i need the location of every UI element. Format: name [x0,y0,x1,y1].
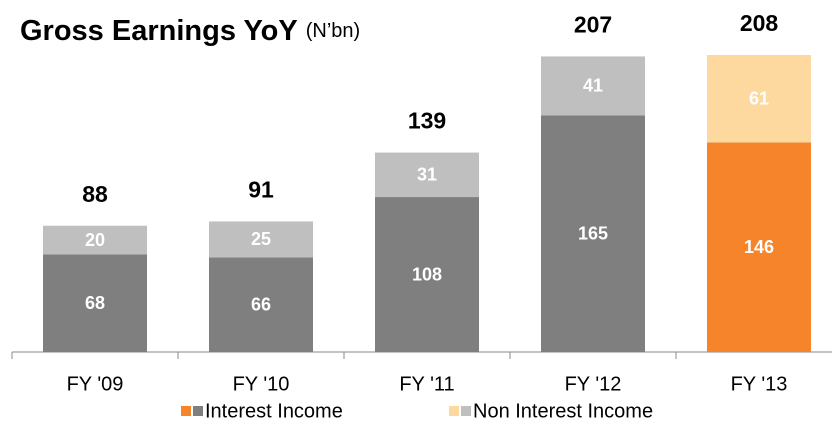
legend-label: Interest Income [205,400,343,422]
bar-segment [209,257,313,352]
total-label: 91 [248,177,274,203]
total-label: 207 [574,12,612,38]
x-tick-label: FY '11 [399,373,454,395]
total-label: 208 [740,10,779,36]
legend-swatch [181,406,191,416]
chart-title: Gross Earnings YoY (N’bn) [20,15,360,47]
legend-swatch [449,406,459,416]
bar-segment [707,55,811,143]
value-label: 41 [583,76,603,96]
bar-segment [707,142,811,352]
x-tick-label: FY '12 [565,373,622,395]
legend-swatch [193,406,203,416]
value-label: 25 [251,229,271,249]
value-label: 108 [412,264,442,284]
bar-segment [375,197,479,352]
bar-segment [541,115,645,353]
bar-segment [43,254,147,352]
title: Gross Earnings YoY [20,15,298,47]
bar-segment [209,221,313,258]
bar-segment [43,225,147,255]
value-label: 61 [749,89,769,109]
total-label: 139 [408,108,446,134]
value-label: 68 [85,293,105,313]
value-label: 31 [417,165,437,185]
subtitle: (N’bn) [306,20,360,42]
total-label: 88 [82,181,108,207]
value-label: 66 [251,294,271,314]
legend-swatch [461,406,471,416]
value-label: 20 [85,230,105,250]
value-label: 146 [744,237,774,257]
bar-segment [541,56,645,116]
value-label: 165 [578,223,608,243]
x-tick-label: FY '09 [67,373,124,395]
legend-label: Non Interest Income [473,400,653,422]
x-tick-label: FY '10 [233,373,290,395]
bar-segment [375,152,479,198]
x-tick-label: FY '13 [731,373,788,395]
